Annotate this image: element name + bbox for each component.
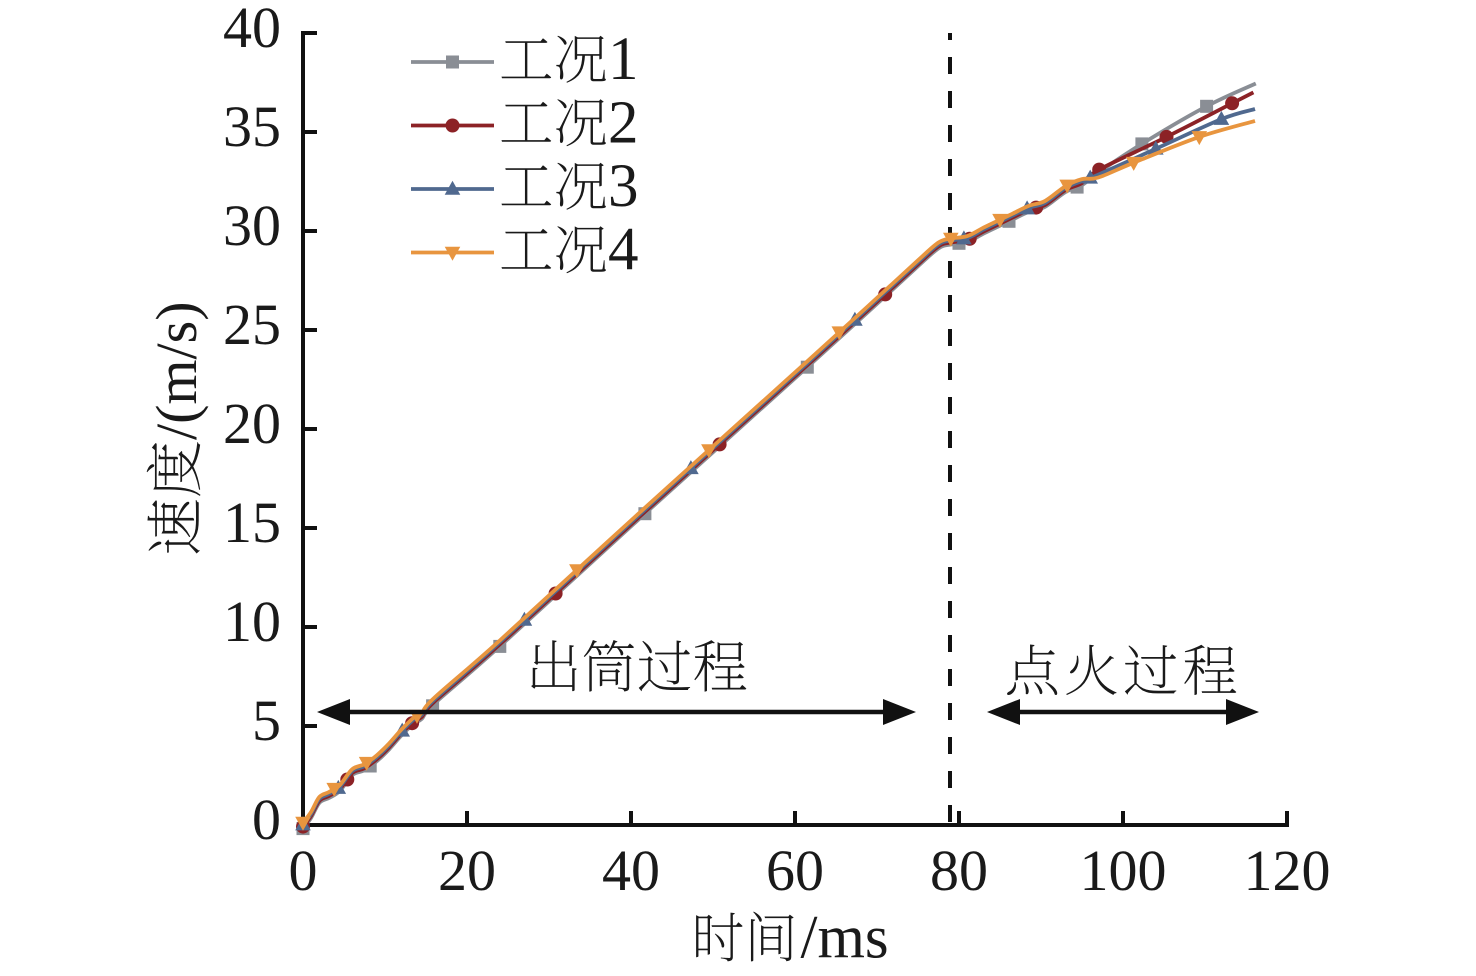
svg-text:80: 80 <box>930 838 988 903</box>
svg-text:60: 60 <box>766 838 824 903</box>
svg-text:5: 5 <box>252 688 281 753</box>
svg-text:1: 1 <box>608 26 639 93</box>
svg-text:35: 35 <box>223 94 281 159</box>
svg-text:/(m/s): /(m/s) <box>144 301 209 440</box>
svg-text:120: 120 <box>1244 838 1331 903</box>
svg-text:10: 10 <box>223 589 281 654</box>
svg-text:2: 2 <box>608 89 639 156</box>
svg-text:40: 40 <box>223 0 281 60</box>
svg-text:25: 25 <box>223 292 281 357</box>
svg-text:0: 0 <box>252 787 281 852</box>
svg-text:3: 3 <box>608 153 639 220</box>
svg-text:100: 100 <box>1080 838 1167 903</box>
svg-text:30: 30 <box>223 193 281 258</box>
svg-text:0: 0 <box>289 838 318 903</box>
svg-text:15: 15 <box>223 490 281 555</box>
svg-text:40: 40 <box>602 838 660 903</box>
svg-text:/ms: /ms <box>801 904 889 971</box>
svg-text:20: 20 <box>223 391 281 456</box>
svg-text:20: 20 <box>438 838 496 903</box>
svg-text:4: 4 <box>608 216 639 283</box>
